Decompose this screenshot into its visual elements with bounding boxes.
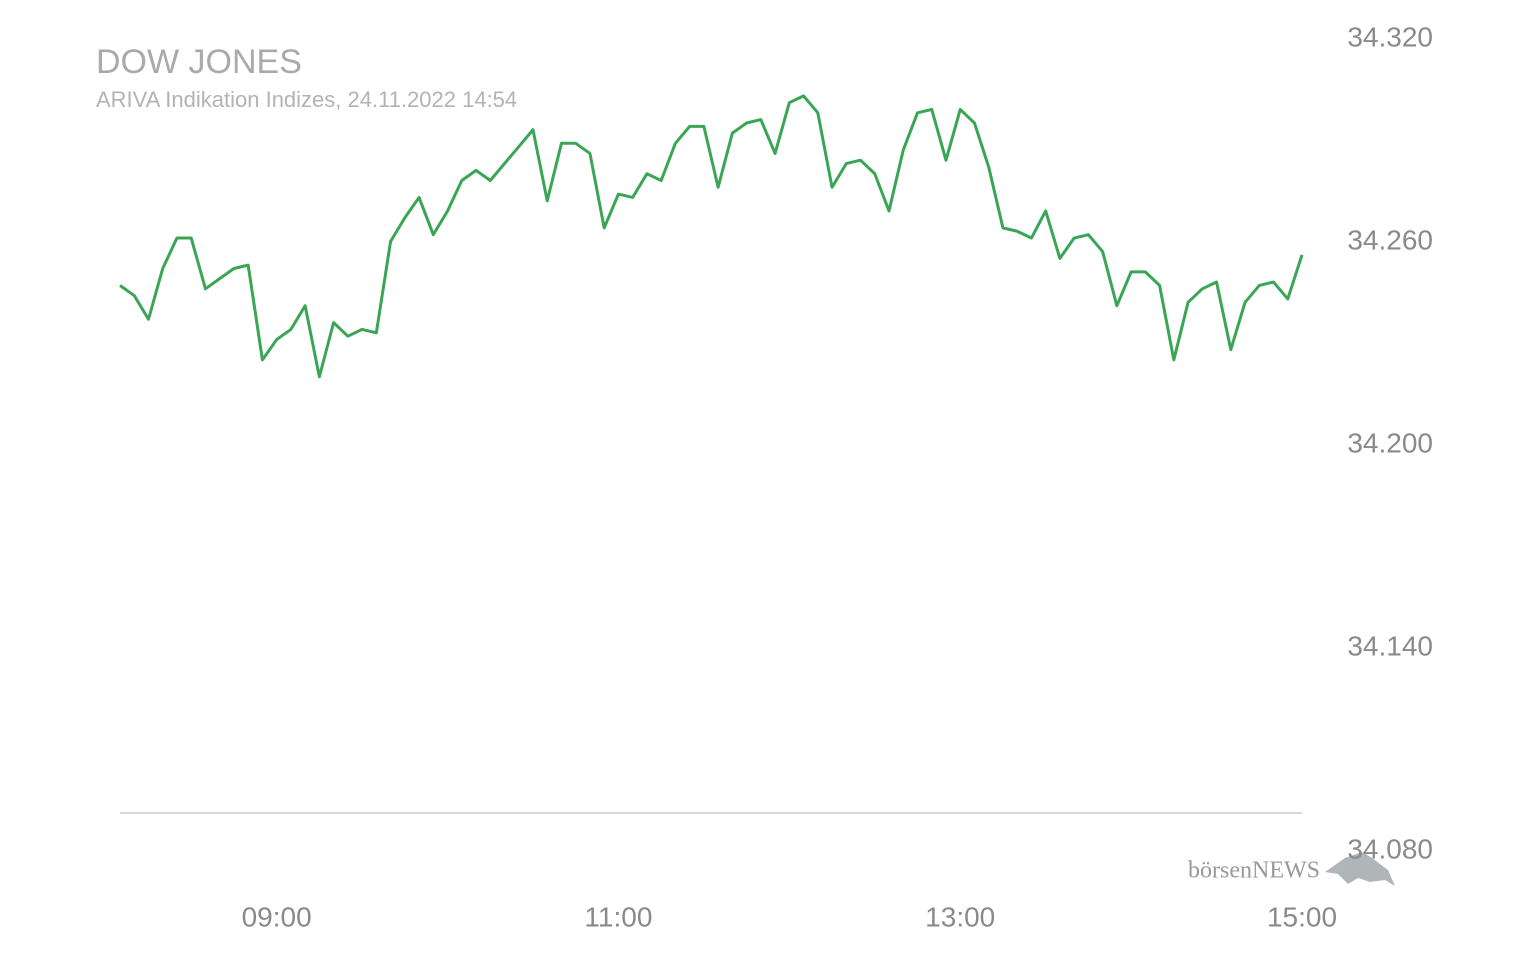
- chart-subtitle: ARIVA Indikation Indizes, 24.11.2022 14:…: [96, 87, 517, 112]
- x-tick-label: 13:00: [925, 901, 995, 932]
- x-tick-label: 15:00: [1267, 901, 1337, 932]
- y-tick-label: 34.320: [1347, 21, 1433, 52]
- logo-bull: [1325, 852, 1395, 886]
- x-tick-label: 11:00: [584, 901, 652, 932]
- price-line: [119, 94, 1304, 379]
- y-tick-label: 34.080: [1347, 834, 1433, 865]
- chart-title: DOW JONES: [96, 43, 302, 81]
- y-tick-label: 34.260: [1347, 224, 1433, 255]
- x-tick-label: 09:00: [242, 901, 312, 932]
- watermark: börsenNEWS: [1188, 858, 1320, 884]
- y-tick-label: 34.200: [1347, 427, 1433, 458]
- y-tick-label: 34.140: [1347, 631, 1433, 662]
